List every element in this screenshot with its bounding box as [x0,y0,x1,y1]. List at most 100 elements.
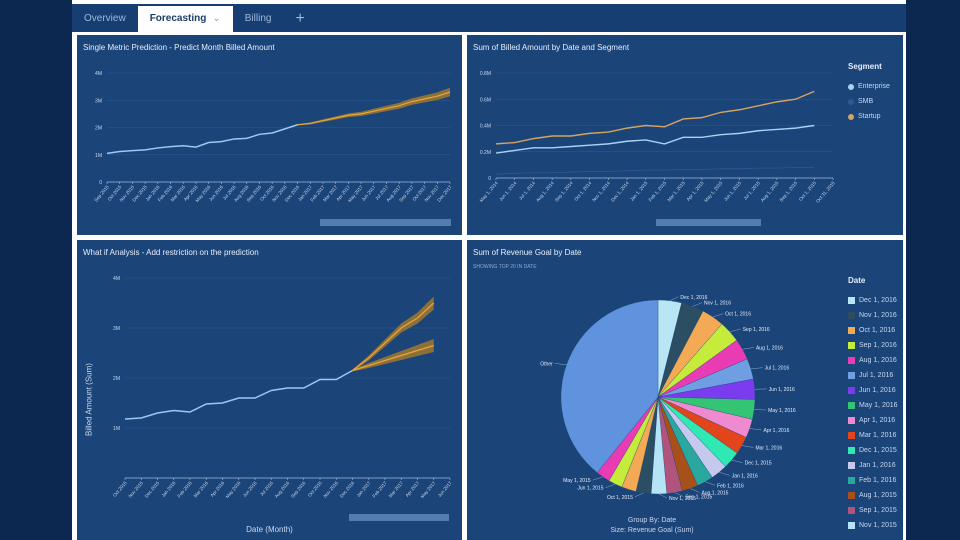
pie-slice-label: Aug 1, 2015 [701,490,728,496]
x-tick-label: Jul 1, 2015 [743,180,762,201]
y-tick-label: 3M [95,98,102,104]
legend-item[interactable]: Aug 1, 2015 [848,488,898,503]
pie-leader-line [658,493,668,499]
forecast-upper-line [352,302,435,371]
horizontal-scrollbar[interactable] [349,514,449,521]
x-tick-label: Dec 1, 2014 [610,180,630,203]
legend-item[interactable]: Jun 1, 2016 [848,383,898,398]
legend-item[interactable]: Dec 1, 2016 [848,293,898,308]
legend-item[interactable]: Sep 1, 2016 [848,338,898,353]
add-tab-button[interactable]: + [295,10,305,27]
legend-item[interactable]: May 1, 2016 [848,398,898,413]
legend-swatch [848,432,855,439]
pie-leader-line [719,472,730,476]
forecast-line [297,91,451,126]
legend-label: Dec 1, 2016 [859,297,897,304]
x-tick-label: Mar 1, 2015 [666,180,686,202]
x-tick-label: May 2017 [420,480,437,499]
forecast-confidence-band [352,296,434,372]
pie-slice-label: Mar 1, 2016 [755,446,782,452]
legend-item[interactable]: Jul 1, 2016 [848,368,898,383]
legend-swatch [848,417,855,424]
actual-line [106,124,298,155]
x-tick-label: Oct 1, 2015 [798,180,817,202]
legend-label: Jul 1, 2016 [859,372,894,379]
tab-label: Forecasting [149,13,207,24]
pie-leader-line [729,328,741,332]
x-tick-label: Apr 1, 2015 [686,180,705,202]
pie-slice-label: Dec 1, 2015 [745,461,772,467]
y-tick-label: 0.6M [480,97,491,103]
pie-leader-line [754,409,767,411]
legend-label: Feb 1, 2016 [859,477,897,484]
legend-item-startup[interactable]: Startup [848,109,890,124]
tab-billing[interactable]: Billing [244,13,272,24]
horizontal-scrollbar[interactable] [656,219,761,226]
x-tick-label: May 1, 2014 [479,180,499,203]
legend-item[interactable]: Oct 1, 2016 [848,323,898,338]
legend-title: Segment [848,62,882,71]
pie-leader-line [669,296,679,301]
x-tick-label: Jan 2017 [356,480,372,498]
legend-item[interactable]: Feb 1, 2016 [848,473,898,488]
y-tick-label: 3M [113,326,120,332]
legend-label: Nov 1, 2015 [859,522,897,529]
legend-item[interactable]: Nov 1, 2016 [848,308,898,323]
chevron-down-icon[interactable]: ⌄ [212,13,221,24]
forecast-confidence-band [297,87,450,126]
legend-item[interactable]: Jan 1, 2016 [848,458,898,473]
legend-item[interactable]: Sep 1, 2015 [848,503,898,518]
date-legend: Date Dec 1, 2016 Nov 1, 2016 Oct 1, 2016 Se… [848,276,898,533]
horizontal-scrollbar[interactable] [320,219,451,226]
legend-label: Jan 1, 2016 [859,462,896,469]
legend-item[interactable]: Apr 1, 2016 [848,413,898,428]
legend-label: Dec 1, 2015 [859,447,897,454]
legend-item[interactable]: Mar 1, 2016 [848,428,898,443]
legend-item-enterprise[interactable]: Enterprise [848,79,890,94]
pie-leader-line [731,459,743,463]
legend-item[interactable]: Aug 1, 2016 [848,353,898,368]
legend-swatch [848,507,855,514]
legend-item[interactable]: Dec 1, 2015 [848,443,898,458]
legend-label: Apr 1, 2016 [859,417,896,424]
footer-group-by: Group By: Date [627,517,677,524]
pie-leader-line [634,492,644,498]
legend-label: Aug 1, 2016 [859,357,897,364]
pie-slice-label: Nov 1, 2016 [704,301,731,307]
legend-label: Oct 1, 2016 [859,327,896,334]
tab-forecasting[interactable]: Forecasting ⌄ [137,6,233,32]
x-tick-label: Dec 2016 [339,480,356,499]
pie-slice-label: Aug 1, 2016 [756,345,783,351]
y-tick-label: 1M [95,153,102,159]
x-tick-label: Feb 1, 2015 [648,180,668,202]
tab-bar: Overview Forecasting ⌄ Billing + [72,4,906,32]
y-tick-label: 2M [95,126,102,132]
legend-item-smb[interactable]: SMB [848,94,890,109]
panel-billed-by-segment: Sum of Billed Amount by Date and Segment… [467,35,903,235]
legend-swatch [848,357,855,364]
x-tick-label: Apr 2017 [404,480,420,498]
series-line-smb [495,167,815,175]
what-if-chart: 1M 2M 3M 4M Oct 2015 Nov 2015 Dec 2015 Jan 2016… [112,276,453,521]
legend-swatch [848,327,855,334]
x-tick-label: Jun 1, 2014 [498,180,518,202]
legend-swatch [848,387,855,394]
x-tick-label: Jan 2016 [161,480,177,498]
panel-single-metric-prediction: Single Metric Prediction - Predict Month… [77,35,462,235]
pie-slice-label: May 1, 2015 [563,478,591,484]
x-tick-label: May 2016 [225,480,242,499]
panel-title: Single Metric Prediction - Predict Month… [83,43,275,52]
legend-item[interactable]: Nov 1, 2015 [848,518,898,533]
pie-slice-label: Dec 1, 2016 [680,295,707,301]
panel-title: What if Analysis - Add restriction on th… [83,248,259,257]
footer-size: Size: Revenue Goal (Sum) [610,527,694,534]
tab-overview[interactable]: Overview [84,13,126,24]
segment-legend: Segment Enterprise SMB Startup [848,62,890,124]
x-tick-label: Oct 31, 2015 [815,180,836,204]
x-tick-label: May 1, 2015 [703,180,723,203]
legend-swatch [848,297,855,304]
legend-dot [848,98,854,105]
x-tick-label: Aug 1, 2014 [535,180,555,203]
